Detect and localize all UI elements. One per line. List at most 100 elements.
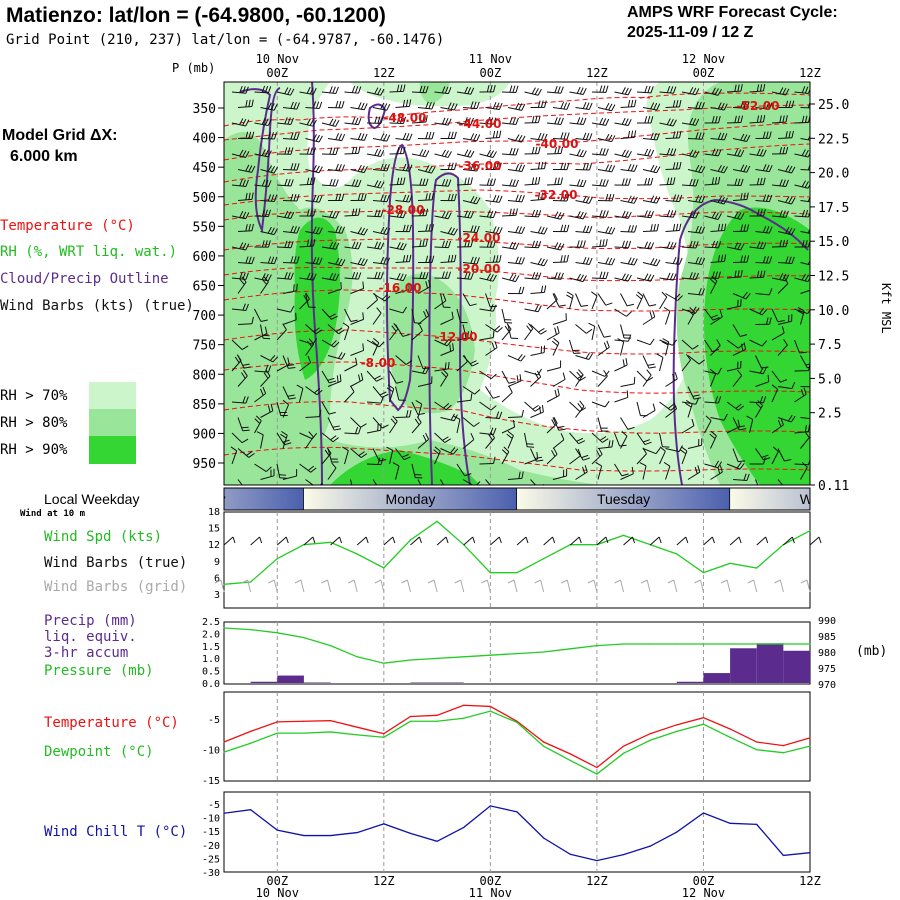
wind-barb <box>231 179 249 188</box>
wind-barb <box>614 149 632 158</box>
wind-barb <box>501 179 519 187</box>
wind-barb <box>710 102 728 111</box>
isotherm-4 <box>224 401 810 434</box>
wind-barb <box>732 473 750 481</box>
isotherm-label: -20.00 <box>458 262 501 276</box>
wind-barb <box>636 177 654 186</box>
wind-barb <box>321 401 336 415</box>
wind-chill-line-point <box>782 854 784 857</box>
wind-barb <box>575 132 593 141</box>
wind-barb <box>350 281 365 294</box>
wind-barb <box>614 390 629 403</box>
wind-tick-label: 3 <box>214 590 220 601</box>
wind-barb <box>665 445 683 453</box>
wind-barb <box>296 384 304 403</box>
wind-barb <box>507 374 522 387</box>
wind-barb <box>636 241 655 250</box>
wind-barb <box>726 178 744 187</box>
legend-rh: RH (%, WRT liq. wat.) <box>0 244 178 260</box>
grid-wind-barb <box>507 579 518 593</box>
wind-barb <box>755 317 772 325</box>
temperature-label: Temperature (°C) <box>44 715 179 731</box>
wind-barb <box>282 163 300 171</box>
legend-cloud: Cloud/Precip Outline <box>0 271 169 287</box>
wind-barbs <box>230 83 810 485</box>
wind-barb <box>552 162 570 171</box>
wind-barb <box>746 415 754 434</box>
wind-barb <box>771 384 779 403</box>
wind-chill-line-point <box>489 805 491 807</box>
wind-barb <box>687 355 705 365</box>
wind-barb <box>704 415 712 434</box>
wind-barb <box>546 117 564 125</box>
temperature-line-point <box>596 766 598 769</box>
temperature-line-point <box>223 741 225 743</box>
wind-barb <box>434 338 453 347</box>
wind-barb <box>681 397 700 405</box>
dewpoint-line-point <box>463 717 465 719</box>
temperature-line-point <box>516 720 518 722</box>
top-time-label: 12Z <box>586 66 608 80</box>
wind-barb <box>530 324 547 335</box>
isotherm-label: -44.00 <box>459 117 502 131</box>
wind-barb <box>704 148 722 157</box>
wind-barb <box>749 83 766 93</box>
wind-barb <box>552 101 571 110</box>
pressure-line-point <box>782 643 784 645</box>
wind-barb <box>342 446 349 465</box>
height-tick-label: 10.0 <box>818 304 849 319</box>
height-tick-label: 22.5 <box>818 132 849 147</box>
dewpoint-line-point <box>596 773 598 775</box>
wind-barb <box>524 176 541 186</box>
wind-barb <box>710 413 728 421</box>
dewpoint-line-point <box>516 721 518 724</box>
pressure-tick-label: 850 <box>193 398 216 413</box>
surface-wind-barb <box>783 536 795 546</box>
wind-barb <box>771 308 785 323</box>
wind-barb <box>305 134 323 143</box>
wind-barb <box>417 432 430 449</box>
wind-barb <box>507 225 526 234</box>
wind-barb <box>635 291 644 310</box>
wind-barb <box>794 387 807 403</box>
wind-barb <box>321 432 339 443</box>
wind-barb <box>732 342 747 356</box>
wind-speed-line-point <box>729 562 731 564</box>
time-series-panels: 18 15 12 9 6 3 2.52.0 1.51.0 0.50.0 990 985 980 975 9… <box>202 507 836 879</box>
wind-barb <box>575 465 588 480</box>
wind-barb <box>642 293 657 307</box>
wind-barb <box>462 101 480 109</box>
wind-barb <box>524 271 542 280</box>
wind-barb <box>456 117 474 126</box>
grid-wind-barb <box>241 579 252 593</box>
temperature-line-point <box>356 726 358 728</box>
wind-barb <box>546 388 560 403</box>
wind-barb <box>755 479 759 485</box>
wind-barb <box>462 133 481 142</box>
temperature-line-point <box>702 717 705 719</box>
wind-barb <box>440 162 457 170</box>
dewpoint-line-point <box>436 720 438 722</box>
wind-barb <box>260 276 269 294</box>
wind-barb <box>546 417 558 434</box>
wind-speed-label: Wind Spd (kts) <box>44 529 163 545</box>
wind-barb <box>327 193 345 201</box>
wind-barb <box>546 326 560 341</box>
wind-barb <box>710 196 728 205</box>
dewpoint-line-point <box>622 752 625 754</box>
wind-barb <box>485 130 502 139</box>
wind-barb <box>681 354 691 372</box>
isotherms <box>224 92 810 472</box>
wind-barb <box>507 409 524 418</box>
wind-barb <box>659 118 677 127</box>
wind-barb <box>344 357 358 372</box>
wind-barb <box>456 271 474 280</box>
wind-barb <box>732 369 743 387</box>
wind-barb <box>231 118 250 127</box>
wind-barb <box>434 149 452 158</box>
wind-barb <box>237 276 247 294</box>
wind-barb <box>777 382 796 390</box>
wind-barb <box>552 417 566 431</box>
wind-barb <box>681 87 700 96</box>
dewpoint-line-point <box>569 759 571 762</box>
